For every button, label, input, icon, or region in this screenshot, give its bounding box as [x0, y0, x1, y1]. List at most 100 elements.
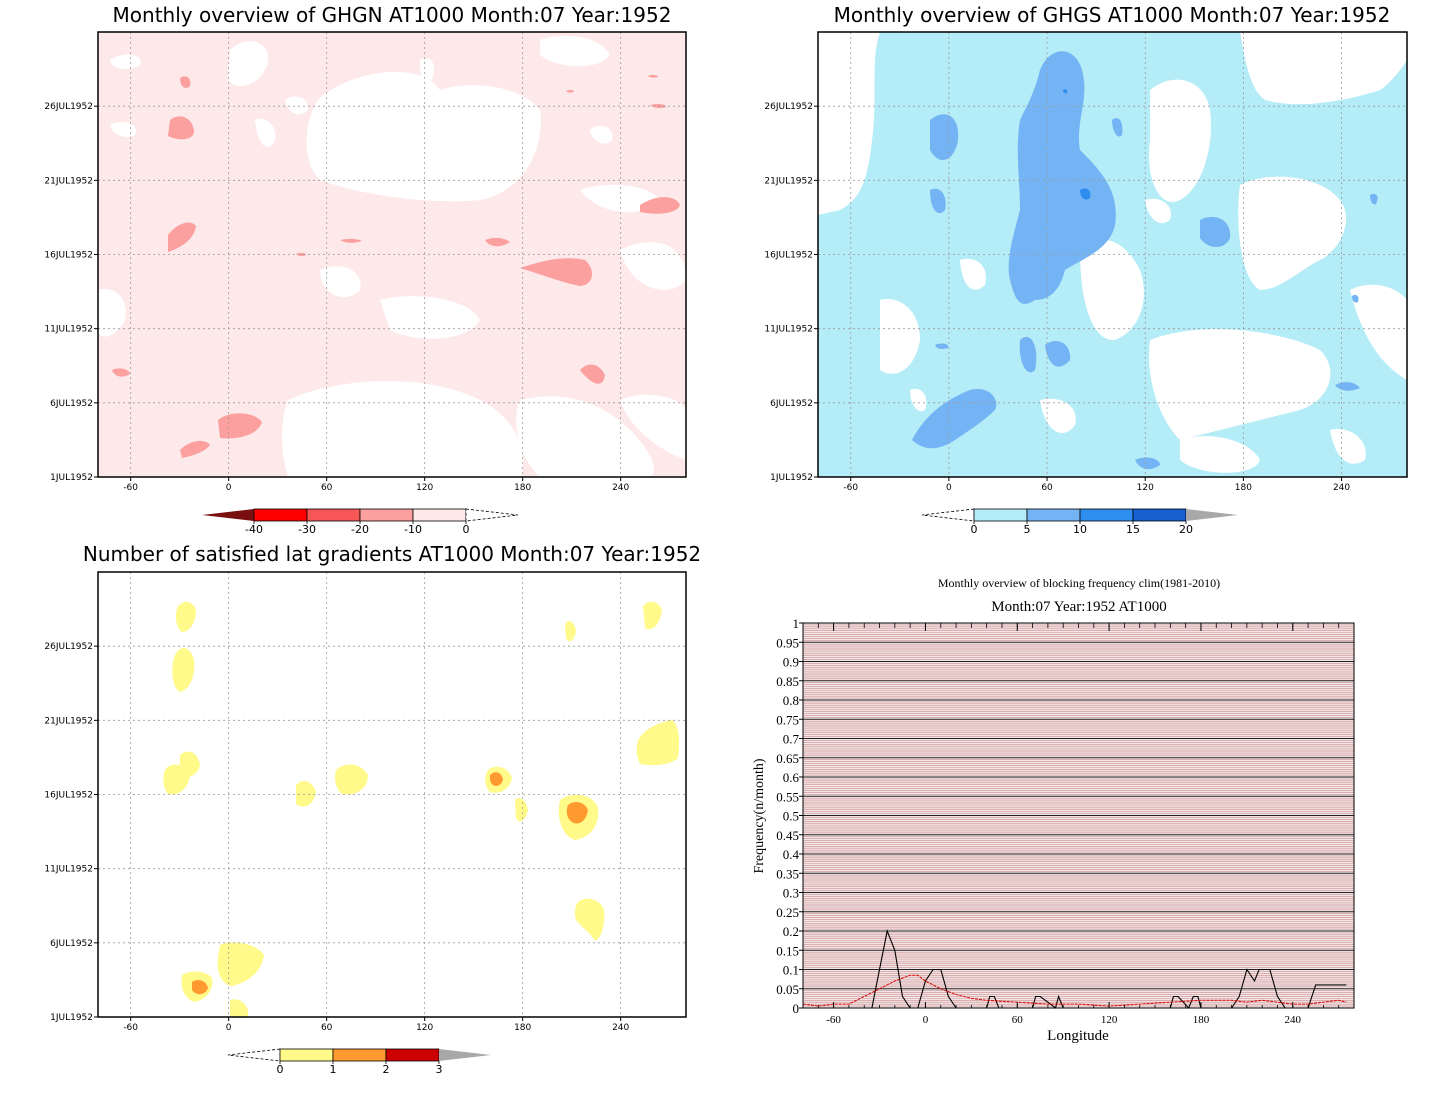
ghgn-contours	[98, 35, 686, 477]
chart-y-tick-label: 0.05	[776, 982, 799, 997]
ghgs-mid-region	[930, 114, 959, 161]
y-tick-label: 6JUL1952	[50, 939, 93, 949]
ghgn-zero-region	[306, 71, 541, 202]
colorbar-under-triangle	[227, 1048, 281, 1062]
ghgn-negative-region	[520, 258, 593, 286]
y-tick-label: 6JUL1952	[770, 399, 813, 409]
lat-gradients-panel: Number of satisfied lat gradients AT1000…	[44, 542, 701, 1076]
colorbar-label: 0	[971, 523, 978, 536]
chart-x-tick-label: 240	[1285, 1014, 1302, 1026]
colorbar-label: 1	[330, 1063, 337, 1076]
ghgs-mid-region	[1008, 51, 1116, 304]
chart-subtitle: Month:07 Year:1952 AT1000	[991, 599, 1166, 615]
colorbar-label: -30	[298, 523, 316, 536]
lat-gradient-region	[574, 898, 605, 941]
x-tick-label: 180	[514, 1023, 531, 1033]
chart-y-tick-label: 0.9	[783, 655, 799, 670]
ghgn-zero-region	[320, 266, 361, 298]
lat-gradient-region	[636, 720, 680, 766]
y-tick-label: 21JUL1952	[44, 176, 93, 186]
x-tick-label: 60	[321, 483, 333, 493]
lat-gradient-region	[230, 999, 248, 1017]
ghgn-negative-region	[580, 364, 605, 384]
lat-gradient-region	[180, 751, 200, 777]
colorbar-segment	[973, 508, 1028, 522]
ghgn-title: Monthly overview of GHGN AT1000 Month:07…	[113, 3, 672, 27]
ghgs-contours	[818, 32, 1407, 473]
ghgs-zero-region	[1149, 329, 1331, 440]
colorbar-label: 3	[436, 1063, 443, 1076]
colorbar-label: 20	[1179, 523, 1193, 536]
ghgs-mid-region	[912, 389, 997, 449]
chart-y-tick-label: 0.25	[776, 905, 799, 920]
ghgn-negative-region	[168, 116, 195, 140]
colorbar-label: 10	[1073, 523, 1087, 536]
chart-x-tick-label: -60	[826, 1014, 841, 1026]
ghgn-negative-region	[180, 440, 210, 458]
ghgs-zero-region	[1040, 398, 1076, 433]
ghgn-negative-region	[168, 222, 196, 252]
chart-y-tick-label: 0	[793, 1001, 800, 1016]
chart-y-tick-label: 0.15	[776, 943, 799, 958]
y-tick-label: 26JUL1952	[764, 102, 813, 112]
ghgn-negative-region	[340, 238, 362, 243]
ghgn-grid	[98, 32, 686, 477]
colorbar-segment	[412, 508, 467, 522]
colorbar-label: 0	[277, 1063, 284, 1076]
ghgs-zero-region	[1180, 436, 1260, 473]
ghgs-zero-region	[910, 388, 927, 412]
chart-y-tick-label: 0.7	[783, 732, 800, 747]
colorbar-under-triangle	[921, 508, 975, 522]
lat-gradient-region	[172, 648, 195, 692]
chart-y-tick-label: 0.85	[776, 674, 799, 689]
chart-x-ticks: -60 0 60 120 180 240	[817, 623, 1340, 1026]
ghgn-panel: Monthly overview of GHGN AT1000 Month:07…	[44, 3, 687, 536]
ghgn-zero-region	[110, 54, 141, 70]
colorbar-label: 2	[383, 1063, 390, 1076]
colorbar-segment	[1132, 508, 1187, 522]
ghgn-negative-region	[566, 89, 574, 93]
chart-y-tick-label: 0.2	[783, 924, 799, 939]
lat-gradient-region	[217, 942, 264, 986]
ghgn-zero-region	[380, 296, 480, 339]
x-tick-label: -60	[123, 483, 138, 493]
lat-gradient-high-region	[490, 772, 503, 786]
colorbar-segment	[385, 1048, 440, 1062]
chart-series-line-red	[802, 974, 1347, 1007]
blocking-frequency-panel: Monthly overview of blocking frequency c…	[752, 576, 1355, 1044]
ghgn-colorbar: -40 -30 -20 -10 0	[202, 508, 519, 536]
ghgs-high-region	[1080, 188, 1091, 200]
y-tick-label: 11JUL1952	[764, 325, 813, 335]
lat-gradient-region	[175, 601, 196, 632]
chart-hatch-lines	[803, 624, 1354, 1007]
ghgn-zero-region	[282, 381, 524, 477]
ghgs-zero-region	[1350, 284, 1407, 380]
x-tick-label: 120	[1137, 483, 1154, 493]
ghgs-title: Monthly overview of GHGS AT1000 Month:07…	[834, 3, 1391, 27]
chart-x-tick-label: 0	[923, 1014, 929, 1026]
colorbar-segment	[253, 508, 308, 522]
colorbar-label: 0	[463, 523, 470, 536]
chart-y-axis-label: Frequency(n/month)	[752, 758, 767, 873]
ghgn-negative-region	[485, 237, 510, 247]
ghgs-x-ticks: -60 0 60 120 180 240	[843, 477, 1350, 493]
x-tick-label: 60	[1041, 483, 1053, 493]
y-tick-label: 1JUL1952	[770, 473, 813, 483]
lat-gradients-colorbar: 0 1 2 3	[227, 1048, 491, 1076]
ghgn-negative-region	[648, 74, 658, 78]
ghgs-zero-region	[880, 299, 920, 374]
ghgn-negative-region	[180, 76, 191, 88]
ghgs-zero-region	[960, 258, 986, 290]
colorbar-over-triangle	[439, 1049, 491, 1061]
chart-y-tick-label: 0.45	[776, 828, 799, 843]
colorbar-label: -20	[351, 523, 369, 536]
ghgs-grid	[818, 32, 1407, 477]
ghgs-mid-region	[1352, 294, 1359, 303]
colorbar-label: -40	[245, 523, 263, 536]
ghgs-zero-region	[818, 32, 880, 215]
y-tick-label: 16JUL1952	[44, 251, 93, 261]
ghgn-x-ticks: -60 0 60 120 180 240	[123, 477, 630, 493]
ghgs-mid-region	[1019, 336, 1037, 373]
lat-gradients-contours	[163, 601, 680, 1017]
